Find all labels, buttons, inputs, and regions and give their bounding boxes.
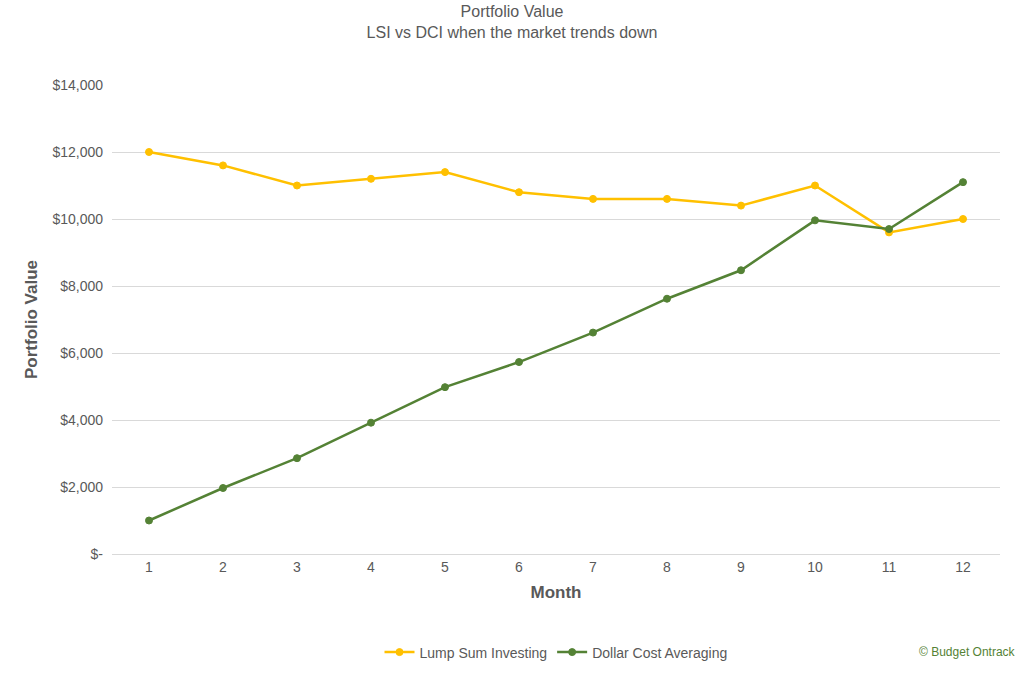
svg-text:Lump Sum Investing: Lump Sum Investing [420,645,548,661]
svg-text:10: 10 [807,559,823,575]
svg-text:7: 7 [589,559,597,575]
svg-text:$14,000: $14,000 [52,77,103,93]
svg-text:$10,000: $10,000 [52,211,103,227]
svg-text:$8,000: $8,000 [60,278,103,294]
svg-text:Portfolio Value: Portfolio Value [22,260,41,379]
svg-text:5: 5 [441,559,449,575]
svg-text:1: 1 [145,559,153,575]
svg-text:$-: $- [91,546,104,562]
svg-text:© Budget Ontrack: © Budget Ontrack [919,645,1016,659]
svg-text:11: 11 [882,559,897,575]
svg-text:9: 9 [737,559,745,575]
svg-text:$12,000: $12,000 [52,144,103,160]
svg-text:Month: Month [531,583,582,602]
svg-text:4: 4 [367,559,375,575]
svg-text:Portfolio ValueLSI vs DCI when: Portfolio ValueLSI vs DCI when the marke… [367,3,658,41]
svg-text:$4,000: $4,000 [60,412,103,428]
svg-text:Dollar Cost Averaging: Dollar Cost Averaging [592,645,727,661]
svg-text:2: 2 [219,559,227,575]
svg-text:$6,000: $6,000 [60,345,103,361]
svg-text:12: 12 [955,559,971,575]
svg-text:$2,000: $2,000 [60,479,103,495]
svg-text:3: 3 [293,559,301,575]
svg-text:8: 8 [663,559,671,575]
svg-text:6: 6 [515,559,523,575]
